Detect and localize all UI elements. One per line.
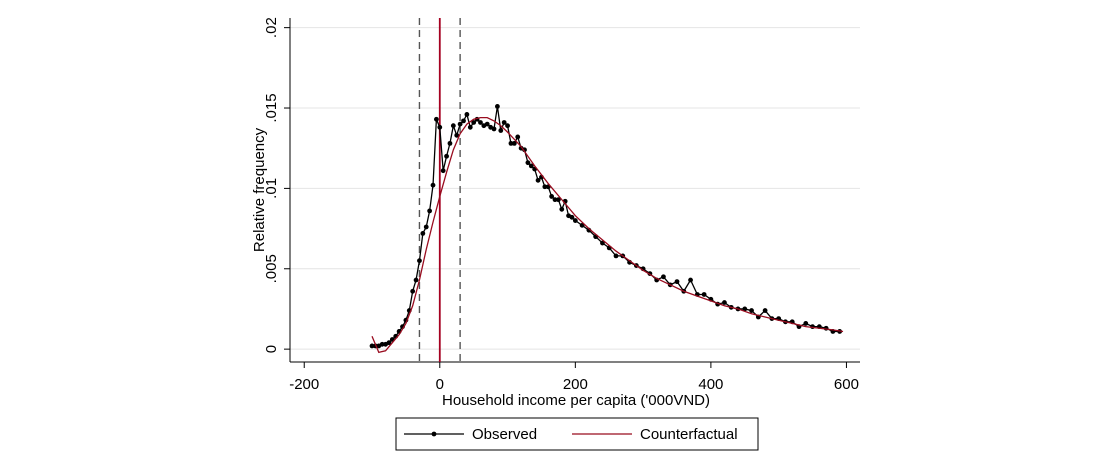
marker: [433, 116, 439, 122]
x-tick-label: -200: [289, 376, 319, 393]
marker: [386, 340, 392, 346]
marker: [600, 240, 605, 246]
marker: [749, 308, 754, 313]
marker: [505, 123, 510, 129]
marker: [423, 224, 429, 230]
marker: [447, 140, 453, 146]
marker: [501, 120, 507, 125]
marker: [369, 343, 375, 349]
marker: [457, 121, 463, 127]
marker: [572, 218, 578, 223]
marker: [498, 128, 504, 133]
marker: [525, 160, 531, 166]
marker: [688, 277, 693, 283]
marker: [701, 292, 707, 297]
marker: [427, 208, 433, 214]
marker: [742, 306, 748, 312]
marker: [379, 341, 385, 347]
y-tick-label: .015: [263, 93, 280, 122]
marker: [613, 253, 619, 259]
marker: [559, 206, 565, 212]
marker: [444, 153, 449, 159]
marker: [549, 194, 555, 199]
marker: [515, 134, 521, 140]
marker: [511, 140, 517, 146]
marker: [454, 132, 460, 138]
marker: [555, 197, 561, 203]
marker: [464, 112, 470, 117]
series-line: [371, 117, 844, 354]
marker: [430, 182, 436, 188]
legend-label: Observed: [472, 426, 537, 443]
marker: [467, 124, 473, 130]
y-axis-label: Relative frequency: [251, 127, 268, 252]
marker: [410, 288, 416, 294]
marker: [478, 120, 483, 125]
marker: [552, 197, 558, 203]
marker: [542, 184, 548, 190]
marker: [420, 231, 426, 236]
marker: [417, 258, 422, 264]
marker: [661, 274, 666, 280]
marker: [440, 168, 446, 174]
x-tick-label: 400: [698, 376, 723, 393]
marker: [491, 126, 497, 132]
marker: [461, 118, 466, 124]
x-tick-label: 600: [834, 376, 859, 393]
marker: [528, 163, 534, 169]
marker: [471, 120, 477, 125]
y-tick-label: .005: [263, 254, 280, 283]
marker: [494, 104, 500, 109]
marker: [413, 277, 419, 283]
marker: [569, 214, 575, 220]
marker: [803, 321, 809, 326]
marker: [722, 300, 727, 305]
y-tick-label: .02: [263, 17, 280, 38]
marker: [437, 124, 443, 130]
legend-marker: [431, 431, 437, 437]
x-tick-label: 200: [563, 376, 588, 393]
marker: [535, 177, 541, 183]
legend-label: Counterfactual: [640, 426, 738, 443]
marker: [484, 121, 490, 127]
marker: [508, 140, 514, 146]
y-tick-label: .01: [263, 178, 280, 199]
marker: [450, 123, 456, 129]
marker: [762, 308, 768, 313]
x-axis-label: Household income per capita ('000VND): [442, 392, 710, 409]
y-tick-label: 0: [263, 345, 280, 353]
x-tick-label: 0: [436, 376, 444, 393]
marker: [674, 279, 680, 285]
